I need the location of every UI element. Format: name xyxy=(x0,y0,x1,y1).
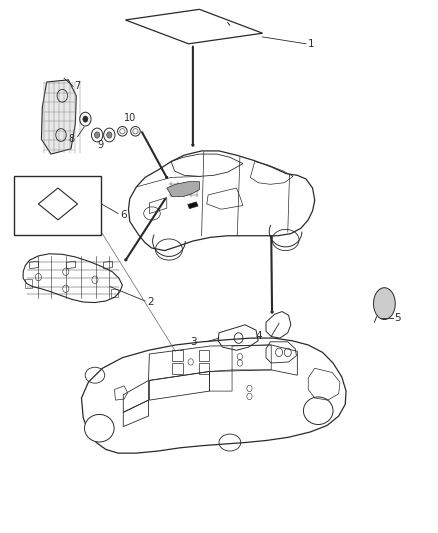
Circle shape xyxy=(107,132,112,138)
Text: 8: 8 xyxy=(69,134,75,144)
Text: 4: 4 xyxy=(255,332,261,342)
Polygon shape xyxy=(167,182,199,197)
Text: 1: 1 xyxy=(308,39,315,49)
Circle shape xyxy=(95,132,100,138)
Text: 10: 10 xyxy=(124,113,136,123)
Polygon shape xyxy=(187,202,198,209)
Text: 2: 2 xyxy=(147,297,153,307)
Text: 9: 9 xyxy=(98,140,104,150)
Text: 7: 7 xyxy=(74,81,81,91)
Text: 3: 3 xyxy=(191,337,197,347)
Polygon shape xyxy=(42,80,76,154)
Text: 5: 5 xyxy=(394,313,401,323)
Circle shape xyxy=(83,116,88,122)
Ellipse shape xyxy=(304,397,333,424)
Ellipse shape xyxy=(85,415,114,442)
Ellipse shape xyxy=(374,288,395,319)
Text: 6: 6 xyxy=(120,209,127,220)
